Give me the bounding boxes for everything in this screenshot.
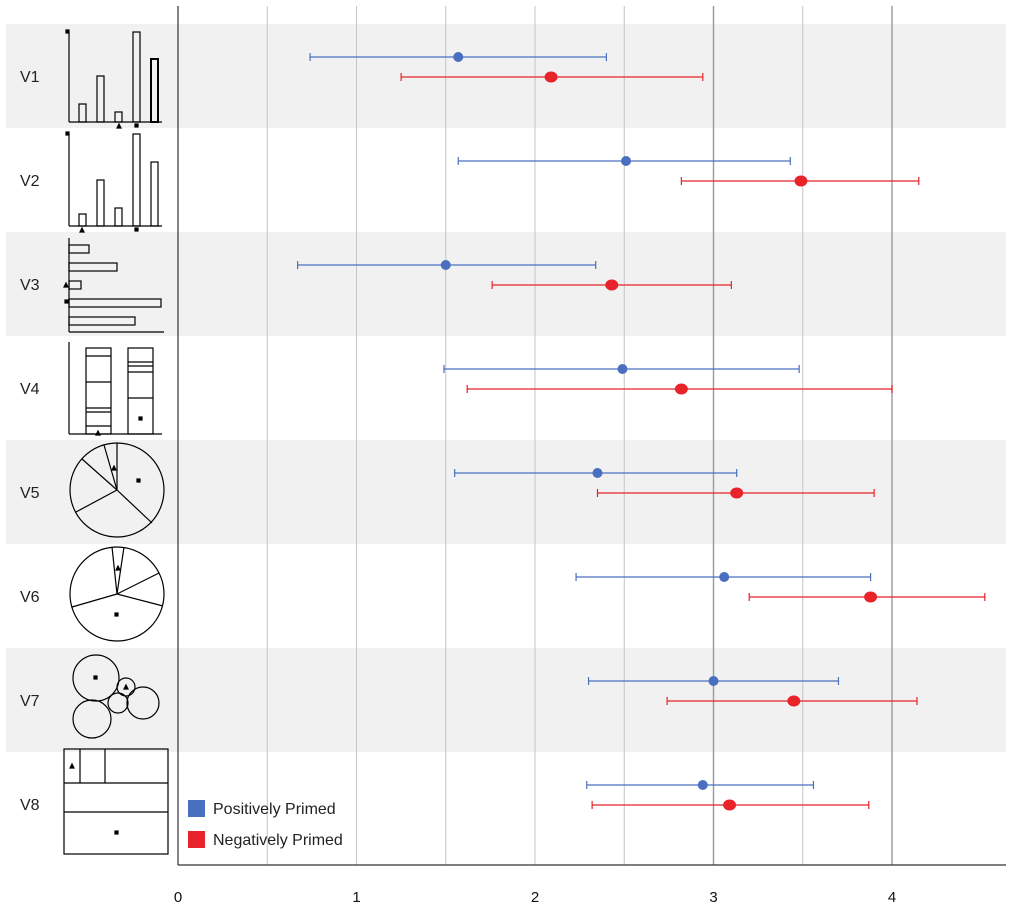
- error-bar-positively-primed: [575, 572, 872, 582]
- thumbnail-v6: [69, 546, 165, 642]
- mean-point: [621, 156, 632, 166]
- legend-swatch: [188, 800, 205, 817]
- legend-label: Positively Primed: [213, 801, 336, 818]
- x-tick-label: 2: [531, 889, 539, 906]
- mean-point: [723, 799, 737, 811]
- error-bar-negatively-primed: [596, 487, 875, 499]
- mean-point: [697, 780, 708, 790]
- thumbnail-v5: [69, 442, 165, 538]
- mean-point: [617, 364, 628, 374]
- legend: Positively Primed Negatively Primed: [188, 800, 343, 849]
- row-label: V8: [20, 797, 40, 814]
- row-labels: V1 V2 V3 V4 V5 V6 V7 V8: [20, 69, 40, 814]
- mean-point: [440, 260, 451, 270]
- row-band: [6, 440, 1006, 544]
- row-band: [6, 648, 1006, 752]
- legend-label: Negatively Primed: [213, 832, 343, 849]
- error-bar-negatively-primed: [491, 279, 732, 291]
- row-label: V7: [20, 693, 40, 710]
- mean-point: [708, 676, 719, 686]
- error-bars: [296, 52, 986, 811]
- row-bands: [6, 24, 1006, 752]
- thumbnail-v2: [65, 131, 162, 233]
- row-label: V5: [20, 485, 40, 502]
- x-tick-label: 4: [888, 889, 896, 906]
- row-label: V6: [20, 589, 40, 606]
- x-tick-labels: 0 1 2 3 4: [174, 889, 896, 906]
- chart-thumbnails: [63, 29, 169, 855]
- mean-point: [605, 279, 619, 291]
- mean-point: [787, 695, 801, 707]
- error-bar-negatively-primed: [591, 799, 870, 811]
- mean-point: [544, 71, 558, 83]
- x-tick-label: 1: [352, 889, 360, 906]
- row-band: [6, 232, 1006, 336]
- mean-point: [730, 487, 744, 499]
- error-bar-negatively-primed: [680, 175, 920, 187]
- mean-point: [864, 591, 878, 603]
- error-bar-positively-primed: [443, 364, 800, 374]
- row-label: V1: [20, 69, 40, 86]
- row-label: V3: [20, 277, 40, 294]
- thumbnail-v1: [65, 29, 162, 129]
- mean-point: [674, 383, 688, 395]
- error-bar-negatively-primed: [748, 591, 986, 603]
- x-tick-label: 3: [709, 889, 717, 906]
- error-bar-negatively-primed: [466, 383, 893, 395]
- row-label: V2: [20, 173, 40, 190]
- error-bar-negatively-primed: [666, 695, 918, 707]
- thumbnail-v8: [63, 748, 169, 855]
- error-bar-positively-primed: [586, 780, 815, 790]
- thumbnail-v3: [63, 238, 164, 333]
- error-bar-positively-primed: [457, 156, 791, 166]
- mean-point: [719, 572, 730, 582]
- mean-point: [453, 52, 464, 62]
- thumbnail-v4: [68, 342, 162, 436]
- thumbnail-v7: [72, 654, 160, 739]
- row-band: [6, 24, 1006, 128]
- mean-point: [794, 175, 808, 187]
- row-label: V4: [20, 381, 40, 398]
- mean-point: [592, 468, 603, 478]
- error-bar-positively-primed: [296, 260, 597, 270]
- error-bar-positively-primed: [309, 52, 608, 62]
- error-bar-negatively-primed: [400, 71, 704, 83]
- legend-swatch: [188, 831, 205, 848]
- gridlines: [266, 6, 893, 865]
- error-bar-positively-primed: [587, 676, 840, 686]
- error-bar-positively-primed: [454, 468, 738, 478]
- x-tick-label: 0: [174, 889, 182, 906]
